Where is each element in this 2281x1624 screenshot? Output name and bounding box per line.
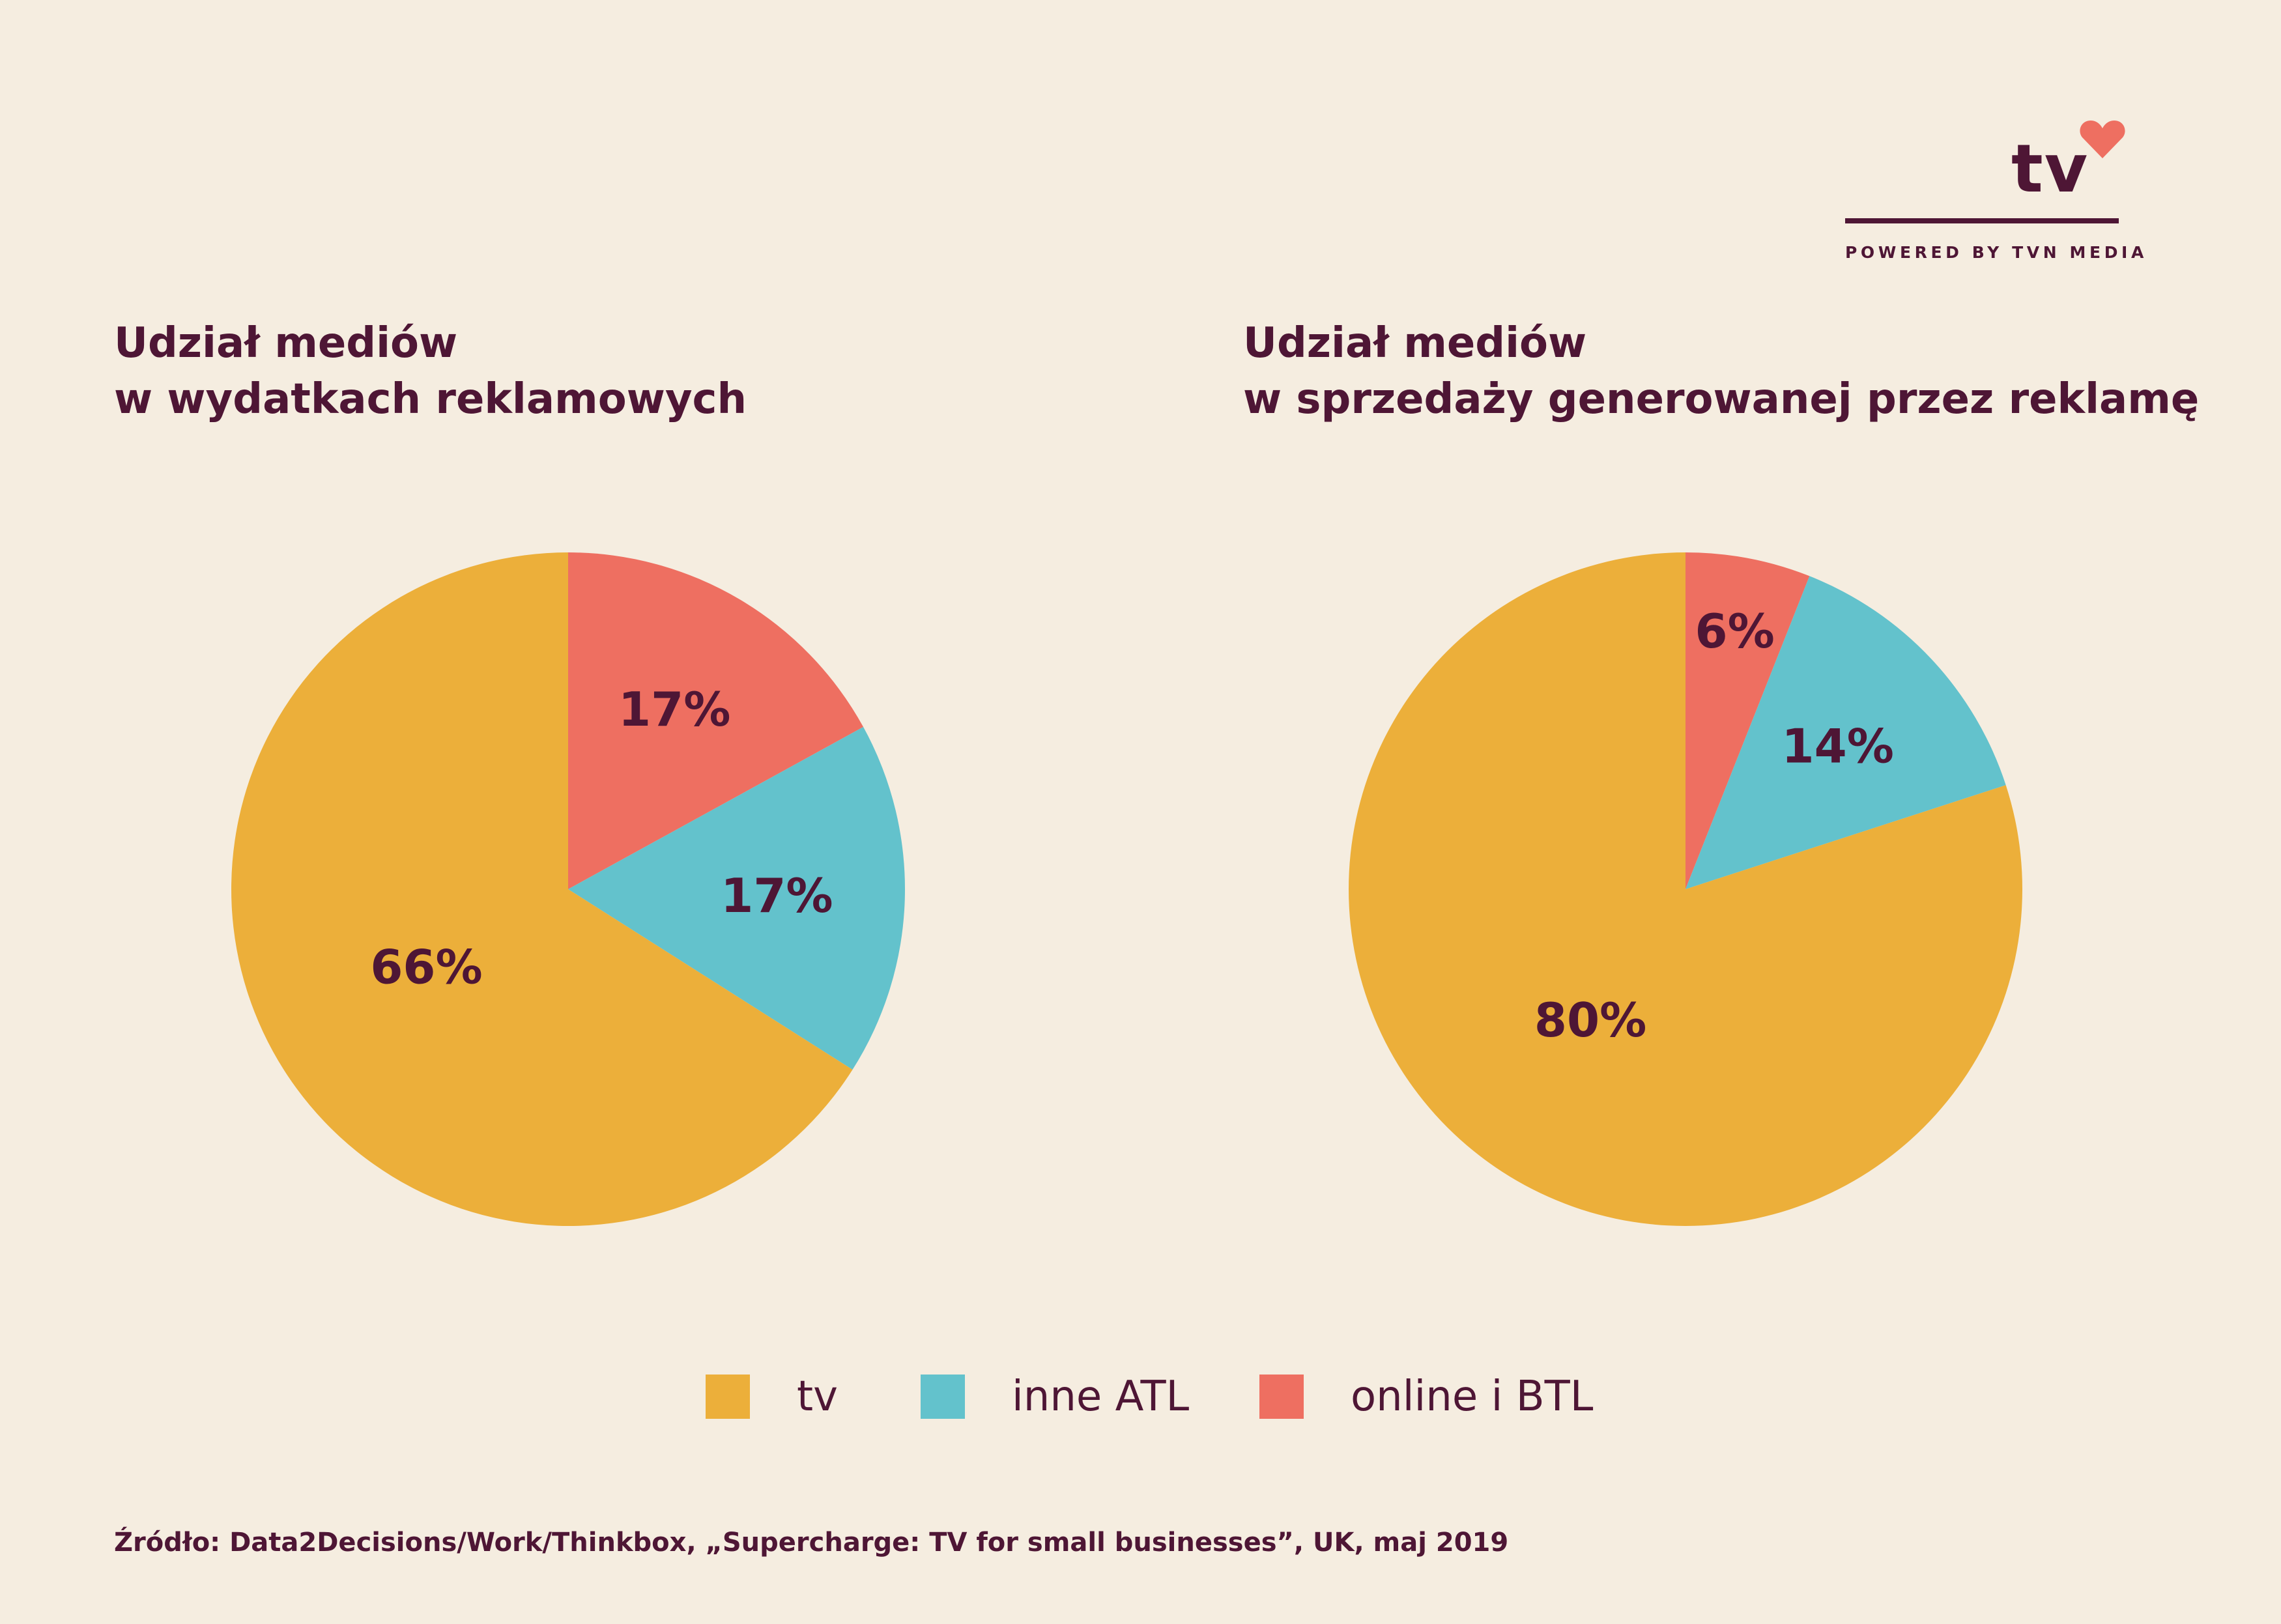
chart-title-line: w sprzedaży generowanej przez reklamę (1243, 375, 2200, 423)
legend-label: online i BTL (1351, 1373, 1594, 1421)
chart-title-line: w wydatkach reklamowych (114, 375, 747, 423)
pie-data-label: 80% (1534, 993, 1646, 1047)
chart-title-line: Udział mediów (1243, 319, 1587, 367)
pie-chart-ad-spend: 17% 17% 66% (231, 552, 906, 1227)
pie-slice-inne-atl (568, 726, 906, 1070)
legend-item-online-btl: online i BTL (1259, 1371, 1593, 1423)
pie-data-label: 14% (1782, 719, 1894, 774)
chart-title-sales: Udział mediów w sprzedaży generowanej pr… (1243, 315, 2199, 427)
pie-slice-tv (231, 552, 853, 1227)
pie-slice-tv (1349, 552, 2023, 1226)
chart-title-ad-spend: Udział mediów w wydatkach reklamowych (114, 315, 747, 427)
logo-caption: POWERED BY TVN MEDIA (1845, 243, 2147, 262)
logo-divider (1845, 218, 2119, 223)
pie-data-label: 66% (370, 940, 482, 995)
pie-chart-sales: 6% 14% 80% (1349, 552, 2023, 1226)
legend-label: tv (797, 1373, 838, 1421)
pie-slice-online-i-btl (568, 552, 864, 889)
source-note: Źródło: Data2Decisions/Work/Thinkbox, „S… (114, 1528, 1509, 1558)
legend: tv inne ATL online i BTL (0, 1371, 2281, 1423)
heart-icon (2080, 121, 2125, 158)
pie-data-label: 17% (618, 682, 730, 737)
legend-label: inne ATL (1012, 1373, 1190, 1421)
legend-swatch-online-btl (1259, 1375, 1304, 1419)
pie-data-label: 6% (1695, 604, 1774, 659)
legend-swatch-inne-atl (921, 1375, 965, 1419)
legend-item-inne-atl: inne ATL (921, 1371, 1189, 1423)
legend-swatch-tv (706, 1375, 750, 1419)
chart-title-line: Udział mediów (114, 319, 458, 367)
pie-slice-online-i-btl (1686, 552, 1810, 889)
pie-slice-inne-atl (1686, 576, 2006, 889)
pie-data-label: 17% (721, 868, 833, 923)
brand-logo: tv POWERED BY TVN MEDIA (1845, 121, 2147, 270)
logo-text: tv (2011, 130, 2089, 208)
legend-item-tv: tv (706, 1371, 838, 1423)
